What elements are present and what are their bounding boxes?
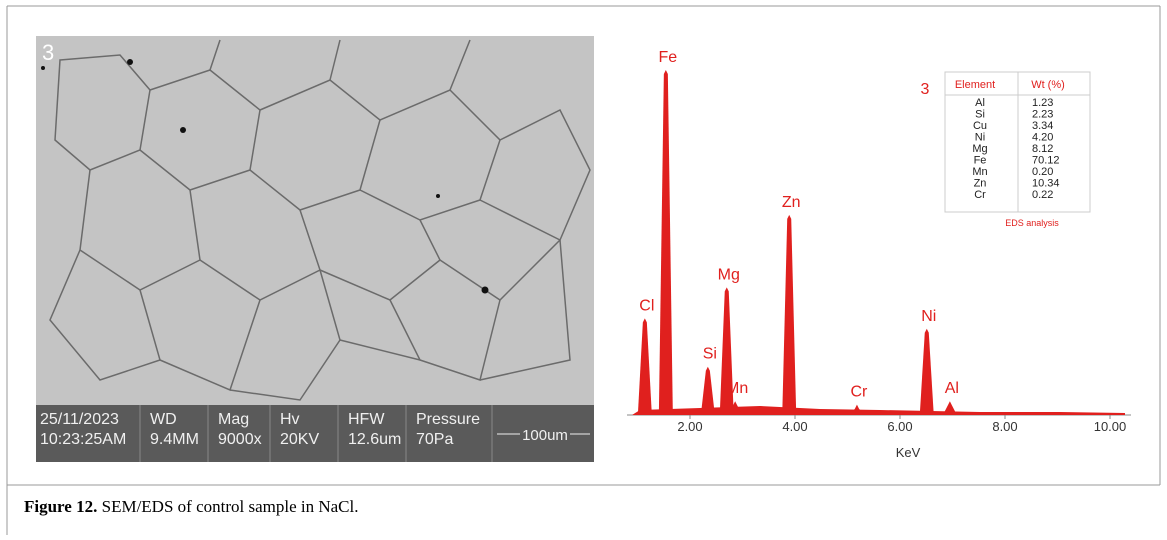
table-cell: 0.22 <box>1032 189 1053 201</box>
table-cell: 1.23 <box>1032 97 1053 109</box>
caption-text: SEM/EDS of control sample in NaCl. <box>97 497 358 516</box>
peak <box>701 367 715 415</box>
table-cell: Mg <box>972 143 987 155</box>
info-text: 9.4MM <box>150 431 199 448</box>
peak-label: Si <box>703 346 717 363</box>
info-text: WD <box>150 411 177 428</box>
table-cell: Cr <box>974 189 986 201</box>
peak-label: Cr <box>851 384 869 401</box>
peak <box>920 329 934 415</box>
page: {"sem": {"label": "3", "info": [["25/11/… <box>0 0 1167 535</box>
peak <box>638 318 652 415</box>
peak <box>659 70 673 415</box>
table-cell: Zn <box>974 178 987 190</box>
peak <box>943 401 957 415</box>
info-text: 12.6um <box>348 431 401 448</box>
table-cell: 3.34 <box>1032 120 1053 132</box>
info-text: 20KV <box>280 431 319 448</box>
x-tick-label: 6.00 <box>887 419 912 434</box>
table-cell: Cu <box>973 120 987 132</box>
table-header: Element <box>955 79 995 91</box>
info-text: Pressure <box>416 411 480 428</box>
caption-label: Figure 12. <box>24 497 97 516</box>
table-cell: Si <box>975 109 985 121</box>
sem-label: 3 <box>42 40 54 65</box>
table-cell: 0.20 <box>1032 166 1053 178</box>
x-tick-label: 8.00 <box>992 419 1017 434</box>
eds-table: 3 Element Wt (%) Al 1.23 Si 2.23 Cu 3.34 Ni 4.20 Mg… <box>921 72 1090 228</box>
table-cell: 10.34 <box>1032 178 1060 190</box>
info-text: Mag <box>218 411 249 428</box>
x-tick-label: 10.00 <box>1094 419 1127 434</box>
peak-label: Mn <box>726 380 748 397</box>
info-text: 9000x <box>218 431 262 448</box>
peak-label: Ni <box>921 308 936 325</box>
table-cell: 4.20 <box>1032 132 1053 144</box>
scale-label: 100um <box>522 427 568 444</box>
peak-label: Cl <box>639 297 654 314</box>
table-cell: Fe <box>974 155 987 167</box>
x-axis-label: KeV <box>896 445 921 460</box>
peak-label: Fe <box>659 49 678 66</box>
peak-label: Zn <box>782 194 801 211</box>
info-text: 25/11/2023 <box>40 411 119 428</box>
table-cell: Ni <box>975 132 985 144</box>
table-cell: Al <box>975 97 985 109</box>
caption: Figure 12. SEM/EDS of control sample in … <box>24 497 358 516</box>
x-tick-label: 2.00 <box>677 419 702 434</box>
info-text: Hv <box>280 411 300 428</box>
table-cell: 2.23 <box>1032 109 1053 121</box>
figure: 3 25/11/2023 10:23:25AM WD 9.4MM Mag 9000x Hv 2… <box>0 0 1167 535</box>
table-cell: 70.12 <box>1032 155 1060 167</box>
x-tick-label: 4.00 <box>782 419 807 434</box>
table-label: 3 <box>921 81 930 98</box>
table-cell: Mn <box>972 166 987 178</box>
peak-label: Al <box>945 380 959 397</box>
peak <box>782 215 796 415</box>
table-header: Wt (%) <box>1031 79 1065 91</box>
sem-image <box>36 36 594 462</box>
peak-label: Mg <box>718 266 740 283</box>
info-text: 70Pa <box>416 431 453 448</box>
info-text: HFW <box>348 411 385 428</box>
table-cell: 8.12 <box>1032 143 1053 155</box>
table-caption: EDS analysis <box>1005 218 1059 228</box>
info-text: 10:23:25AM <box>40 431 126 448</box>
